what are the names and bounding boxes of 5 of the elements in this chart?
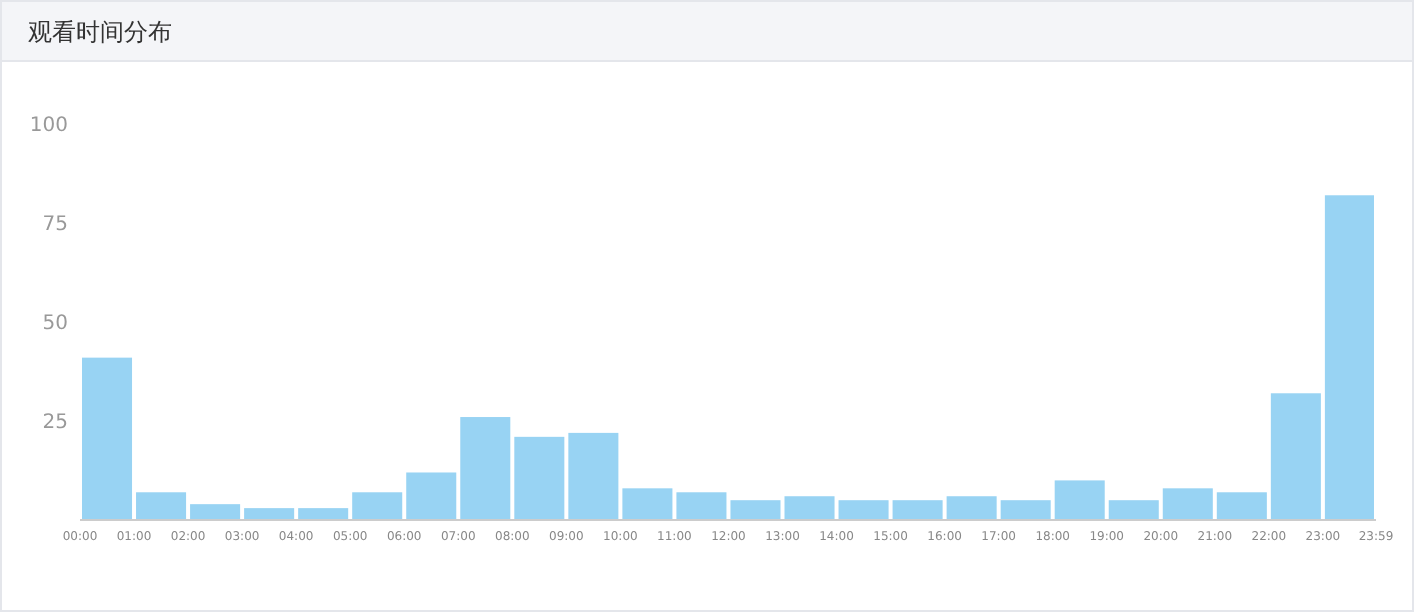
y-tick-label: 100 — [29, 115, 68, 137]
y-tick-label: 75 — [42, 214, 68, 236]
chart-title: 观看时间分布 — [28, 18, 172, 46]
y-tick-label: 50 — [42, 313, 68, 335]
y-tick-label: 25 — [42, 412, 68, 434]
